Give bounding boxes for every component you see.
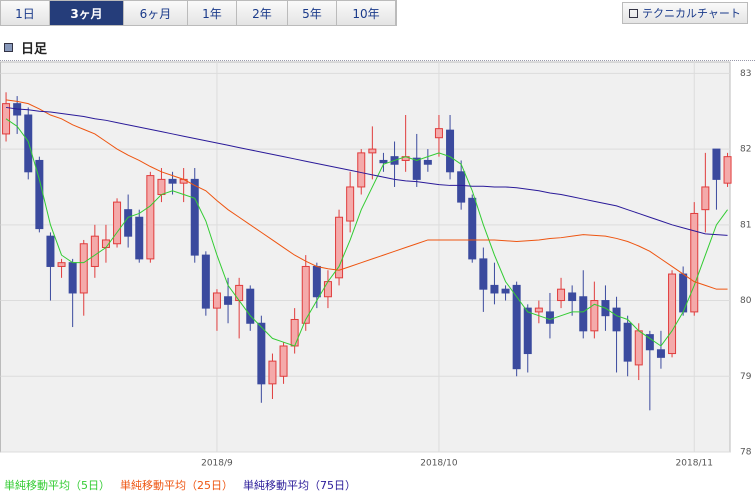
y-tick-label: 78	[740, 448, 752, 458]
candle-body	[268, 360, 277, 385]
candle-body	[190, 178, 199, 256]
legend-entry: 単純移動平均（75日）	[243, 479, 356, 492]
candle-body	[590, 300, 599, 332]
candle-body	[479, 258, 488, 290]
candle-body	[312, 265, 321, 298]
candle-body	[24, 114, 33, 173]
tab[interactable]: 3ヶ月	[50, 1, 124, 25]
candle-body	[146, 175, 155, 260]
y-tick-label: 83	[740, 69, 751, 79]
tab[interactable]: 1年	[188, 1, 237, 25]
section-header: 日足	[4, 38, 47, 57]
tab[interactable]: 10年	[337, 1, 396, 25]
candle-body	[712, 148, 721, 180]
candle-body	[224, 296, 233, 305]
candle-body	[568, 292, 577, 302]
candle-body	[579, 296, 588, 332]
candle-body	[124, 209, 133, 237]
y-tick-label: 82	[740, 145, 751, 155]
icon	[4, 43, 13, 52]
tab[interactable]: 5年	[288, 1, 337, 25]
candle-body	[257, 322, 266, 385]
candle-body	[68, 262, 77, 294]
candle-body	[468, 197, 477, 260]
candle-body	[346, 186, 355, 222]
candle-body	[656, 349, 665, 358]
candle-body	[690, 212, 699, 313]
candle-body	[357, 152, 366, 188]
legend-entry: 単純移動平均（5日）	[4, 479, 110, 492]
candle-body	[534, 307, 543, 313]
candle-body	[79, 243, 88, 294]
candle-body	[490, 284, 499, 294]
y-tick-label: 79	[740, 372, 752, 382]
ma-line	[5, 99, 728, 290]
candle-body	[545, 311, 554, 324]
tab[interactable]: 1日	[1, 1, 50, 25]
legend: 単純移動平均（5日） 単純移動平均（25日） 単純移動平均（75日）	[4, 477, 356, 493]
candle-body	[157, 178, 166, 196]
candle-body	[90, 235, 99, 267]
candle-body	[645, 334, 654, 351]
tab[interactable]: 2年	[237, 1, 288, 25]
candle-body	[290, 318, 299, 347]
candle-body	[434, 128, 443, 139]
candle-body	[135, 216, 144, 260]
candle-body	[512, 284, 521, 370]
candle-body	[113, 201, 122, 245]
candle-body	[323, 281, 332, 298]
candle-body	[612, 307, 621, 332]
candle-body	[446, 129, 455, 173]
candle-body	[2, 103, 11, 135]
technical-chart-button[interactable]: テクニカルチャート	[622, 2, 748, 24]
candle-body	[701, 186, 710, 211]
candle-body	[168, 178, 177, 184]
candle-body	[379, 159, 388, 164]
candle-body	[623, 322, 632, 362]
button-label: テクニカルチャート	[642, 7, 741, 20]
candle-body	[368, 148, 377, 154]
candle-body	[723, 156, 732, 184]
y-tick-label: 81	[740, 220, 751, 230]
period-tabs: 1日 3ヶ月 6ヶ月 1年 2年 5年 10年	[0, 0, 397, 26]
candle-body	[301, 265, 310, 324]
candle-body	[634, 330, 643, 366]
legend-entry: 単純移動平均（25日）	[120, 479, 233, 492]
candle-body	[212, 292, 221, 309]
x-tick-label: 2018/10	[420, 459, 458, 469]
candle-body	[57, 262, 66, 267]
x-tick-label: 2018/9	[201, 459, 233, 469]
candle-body	[335, 216, 344, 279]
section-title: 日足	[21, 42, 48, 57]
candle-body	[246, 288, 255, 324]
y-tick-label: 80	[740, 296, 752, 306]
candle-body	[557, 288, 566, 302]
candle-body	[457, 171, 466, 203]
ma-line	[5, 118, 728, 347]
candle-body	[668, 273, 677, 355]
candle-body	[501, 288, 510, 294]
candle-body	[423, 159, 432, 165]
plot-area	[0, 61, 731, 453]
x-tick-label: 2018/11	[676, 459, 713, 469]
candle-body	[412, 157, 421, 180]
divider	[0, 60, 755, 61]
ma-line	[5, 106, 728, 236]
candle-body	[46, 235, 55, 267]
candle-body	[201, 254, 210, 309]
candle-body	[235, 284, 244, 302]
candle-body	[279, 345, 288, 377]
icon	[629, 8, 638, 18]
candle-body	[523, 307, 532, 355]
tab[interactable]: 6ヶ月	[124, 1, 188, 25]
